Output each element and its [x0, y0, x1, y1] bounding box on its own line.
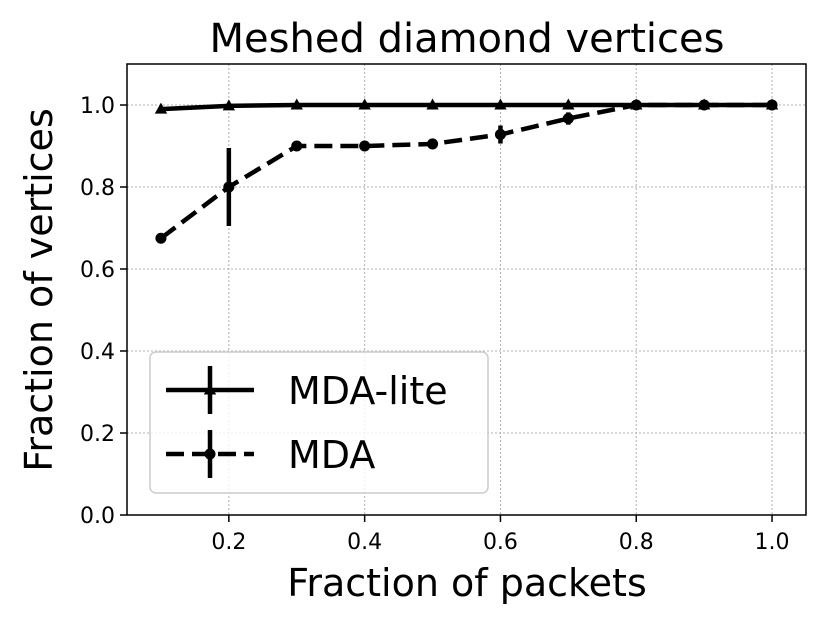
- data-point: [222, 99, 236, 111]
- ticks: 0.2 0.4 0.6 0.8 1.0 0.0 0.2 0.4 0.6 0.8 1.0: [80, 94, 790, 555]
- series-line-mda-lite: [160, 102, 773, 112]
- data-point: [698, 99, 710, 111]
- y-tick-label: 0.0: [80, 504, 115, 529]
- data-point: [630, 99, 642, 111]
- x-tick-label: 0.2: [211, 530, 246, 555]
- data-point: [359, 140, 371, 152]
- y-tick-label: 0.4: [80, 340, 115, 365]
- chart-title: Meshed diamond vertices: [210, 16, 725, 62]
- series-mda: [155, 99, 778, 244]
- series-layer: [154, 98, 779, 244]
- data-point: [154, 102, 168, 114]
- data-point: [223, 181, 235, 193]
- legend-item-mda: MDA: [166, 430, 375, 478]
- data-point: [290, 98, 303, 110]
- data-point: [562, 98, 575, 110]
- x-axis-label: Fraction of packets: [287, 561, 647, 605]
- y-tick-label: 0.8: [80, 176, 115, 201]
- y-tick-label: 1.0: [80, 94, 115, 119]
- x-tick-label: 0.4: [347, 530, 382, 555]
- x-tick-label: 1.0: [755, 530, 790, 555]
- data-point: [494, 98, 507, 110]
- legend-item-mda-lite: MDA-lite: [166, 366, 448, 414]
- legend-label: MDA: [288, 433, 375, 477]
- legend-marker: [203, 383, 217, 395]
- legend-label: MDA-lite: [288, 369, 448, 413]
- data-point: [426, 98, 439, 110]
- data-point: [155, 232, 167, 244]
- data-point: [427, 138, 439, 150]
- legend: MDA-lite MDA: [149, 351, 489, 494]
- data-point: [358, 98, 371, 110]
- data-point: [291, 140, 303, 152]
- plot-frame: [126, 63, 807, 516]
- data-point: [562, 113, 574, 125]
- legend-marker: [204, 448, 216, 460]
- y-axis-label: Fraction of vertices: [17, 108, 61, 472]
- x-tick-label: 0.6: [483, 530, 518, 555]
- x-tick-label: 0.8: [619, 530, 654, 555]
- y-tick-label: 0.2: [80, 422, 115, 447]
- legend-box: [149, 351, 489, 494]
- data-point: [766, 99, 778, 111]
- y-tick-label: 0.6: [80, 258, 115, 283]
- series-line-mda: [159, 102, 773, 241]
- data-point: [494, 128, 506, 141]
